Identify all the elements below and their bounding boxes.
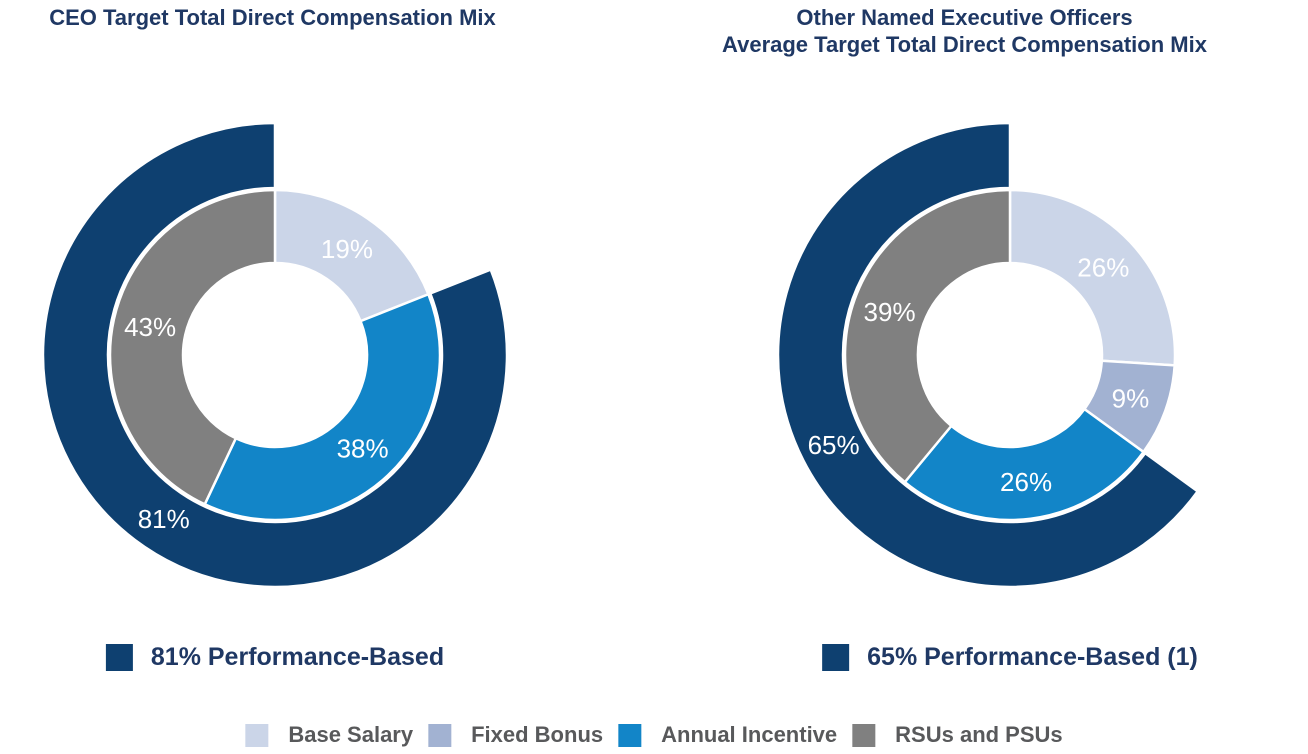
legend-swatch-base-salary — [245, 723, 269, 747]
chart-title-neo-line1: Other Named Executive Officers — [796, 5, 1133, 30]
outer-arc-value-label: 65% — [808, 430, 860, 460]
donut-segment-base-salary — [1008, 188, 1177, 367]
callout-neo-performance-based: 65% Performance-Based (1) — [822, 643, 1198, 672]
donut-segment-base-salary — [273, 188, 430, 323]
legend-swatch-fixed-bonus — [428, 723, 452, 747]
callout-neo-label: 65% Performance-Based (1) — [867, 643, 1198, 671]
segment-value-label-base-salary: 19% — [321, 234, 373, 264]
legend: Base Salary Fixed Bonus Annual Incentive… — [245, 722, 1063, 748]
donut-segment-rsus-and-psus — [843, 188, 1012, 484]
donut-segment-rsus-and-psus — [108, 188, 277, 506]
legend-label-rsus-and-psus: RSUs and PSUs — [895, 722, 1063, 747]
outer-arc-value-label: 81% — [138, 504, 190, 534]
segment-value-label-rsus-and-psus: 43% — [124, 312, 176, 342]
callout-ceo-label: 81% Performance-Based — [150, 643, 445, 671]
performance-based-swatch — [105, 644, 133, 671]
legend-label-annual-incentive: Annual Incentive — [661, 722, 838, 747]
legend-label-fixed-bonus: Fixed Bonus — [471, 722, 604, 747]
donut-segment-annual-incentive — [203, 293, 442, 522]
legend-item-rsus-and-psus: RSUs and PSUs — [852, 722, 1063, 748]
segment-value-label-rsus-and-psus: 39% — [864, 297, 916, 327]
legend-item-fixed-bonus: Fixed Bonus — [428, 722, 603, 748]
legend-label-base-salary: Base Salary — [288, 722, 414, 747]
legend-swatch-annual-incentive — [618, 723, 642, 747]
outer-arc-performance-based — [41, 121, 509, 589]
callout-ceo-performance-based: 81% Performance-Based — [105, 643, 445, 672]
legend-item-base-salary: Base Salary — [245, 722, 413, 748]
segment-value-label-base-salary: 26% — [1077, 252, 1129, 282]
segment-value-label-annual-incentive: 38% — [337, 433, 389, 463]
donut-segment-annual-incentive — [903, 407, 1145, 522]
legend-swatch-rsus-and-psus — [852, 723, 876, 747]
donut-chart-ceo: 19% 38% 43% 81% — [41, 121, 509, 589]
donut-chart-neo: 26% 9% 26% 39% 65% — [776, 121, 1199, 589]
outer-arc-performance-based — [776, 121, 1199, 589]
segment-value-label-fixed-bonus: 9% — [1112, 383, 1150, 413]
chart-title-neo: Other Named Executive Officers Average T… — [712, 4, 1217, 58]
segment-value-label-annual-incentive: 26% — [1000, 467, 1052, 497]
performance-based-swatch — [822, 644, 850, 671]
legend-item-annual-incentive: Annual Incentive — [618, 722, 837, 748]
chart-title-ceo: CEO Target Total Direct Compensation Mix — [49, 5, 496, 30]
chart-title-neo-line2: Average Target Total Direct Compensation… — [722, 32, 1207, 57]
